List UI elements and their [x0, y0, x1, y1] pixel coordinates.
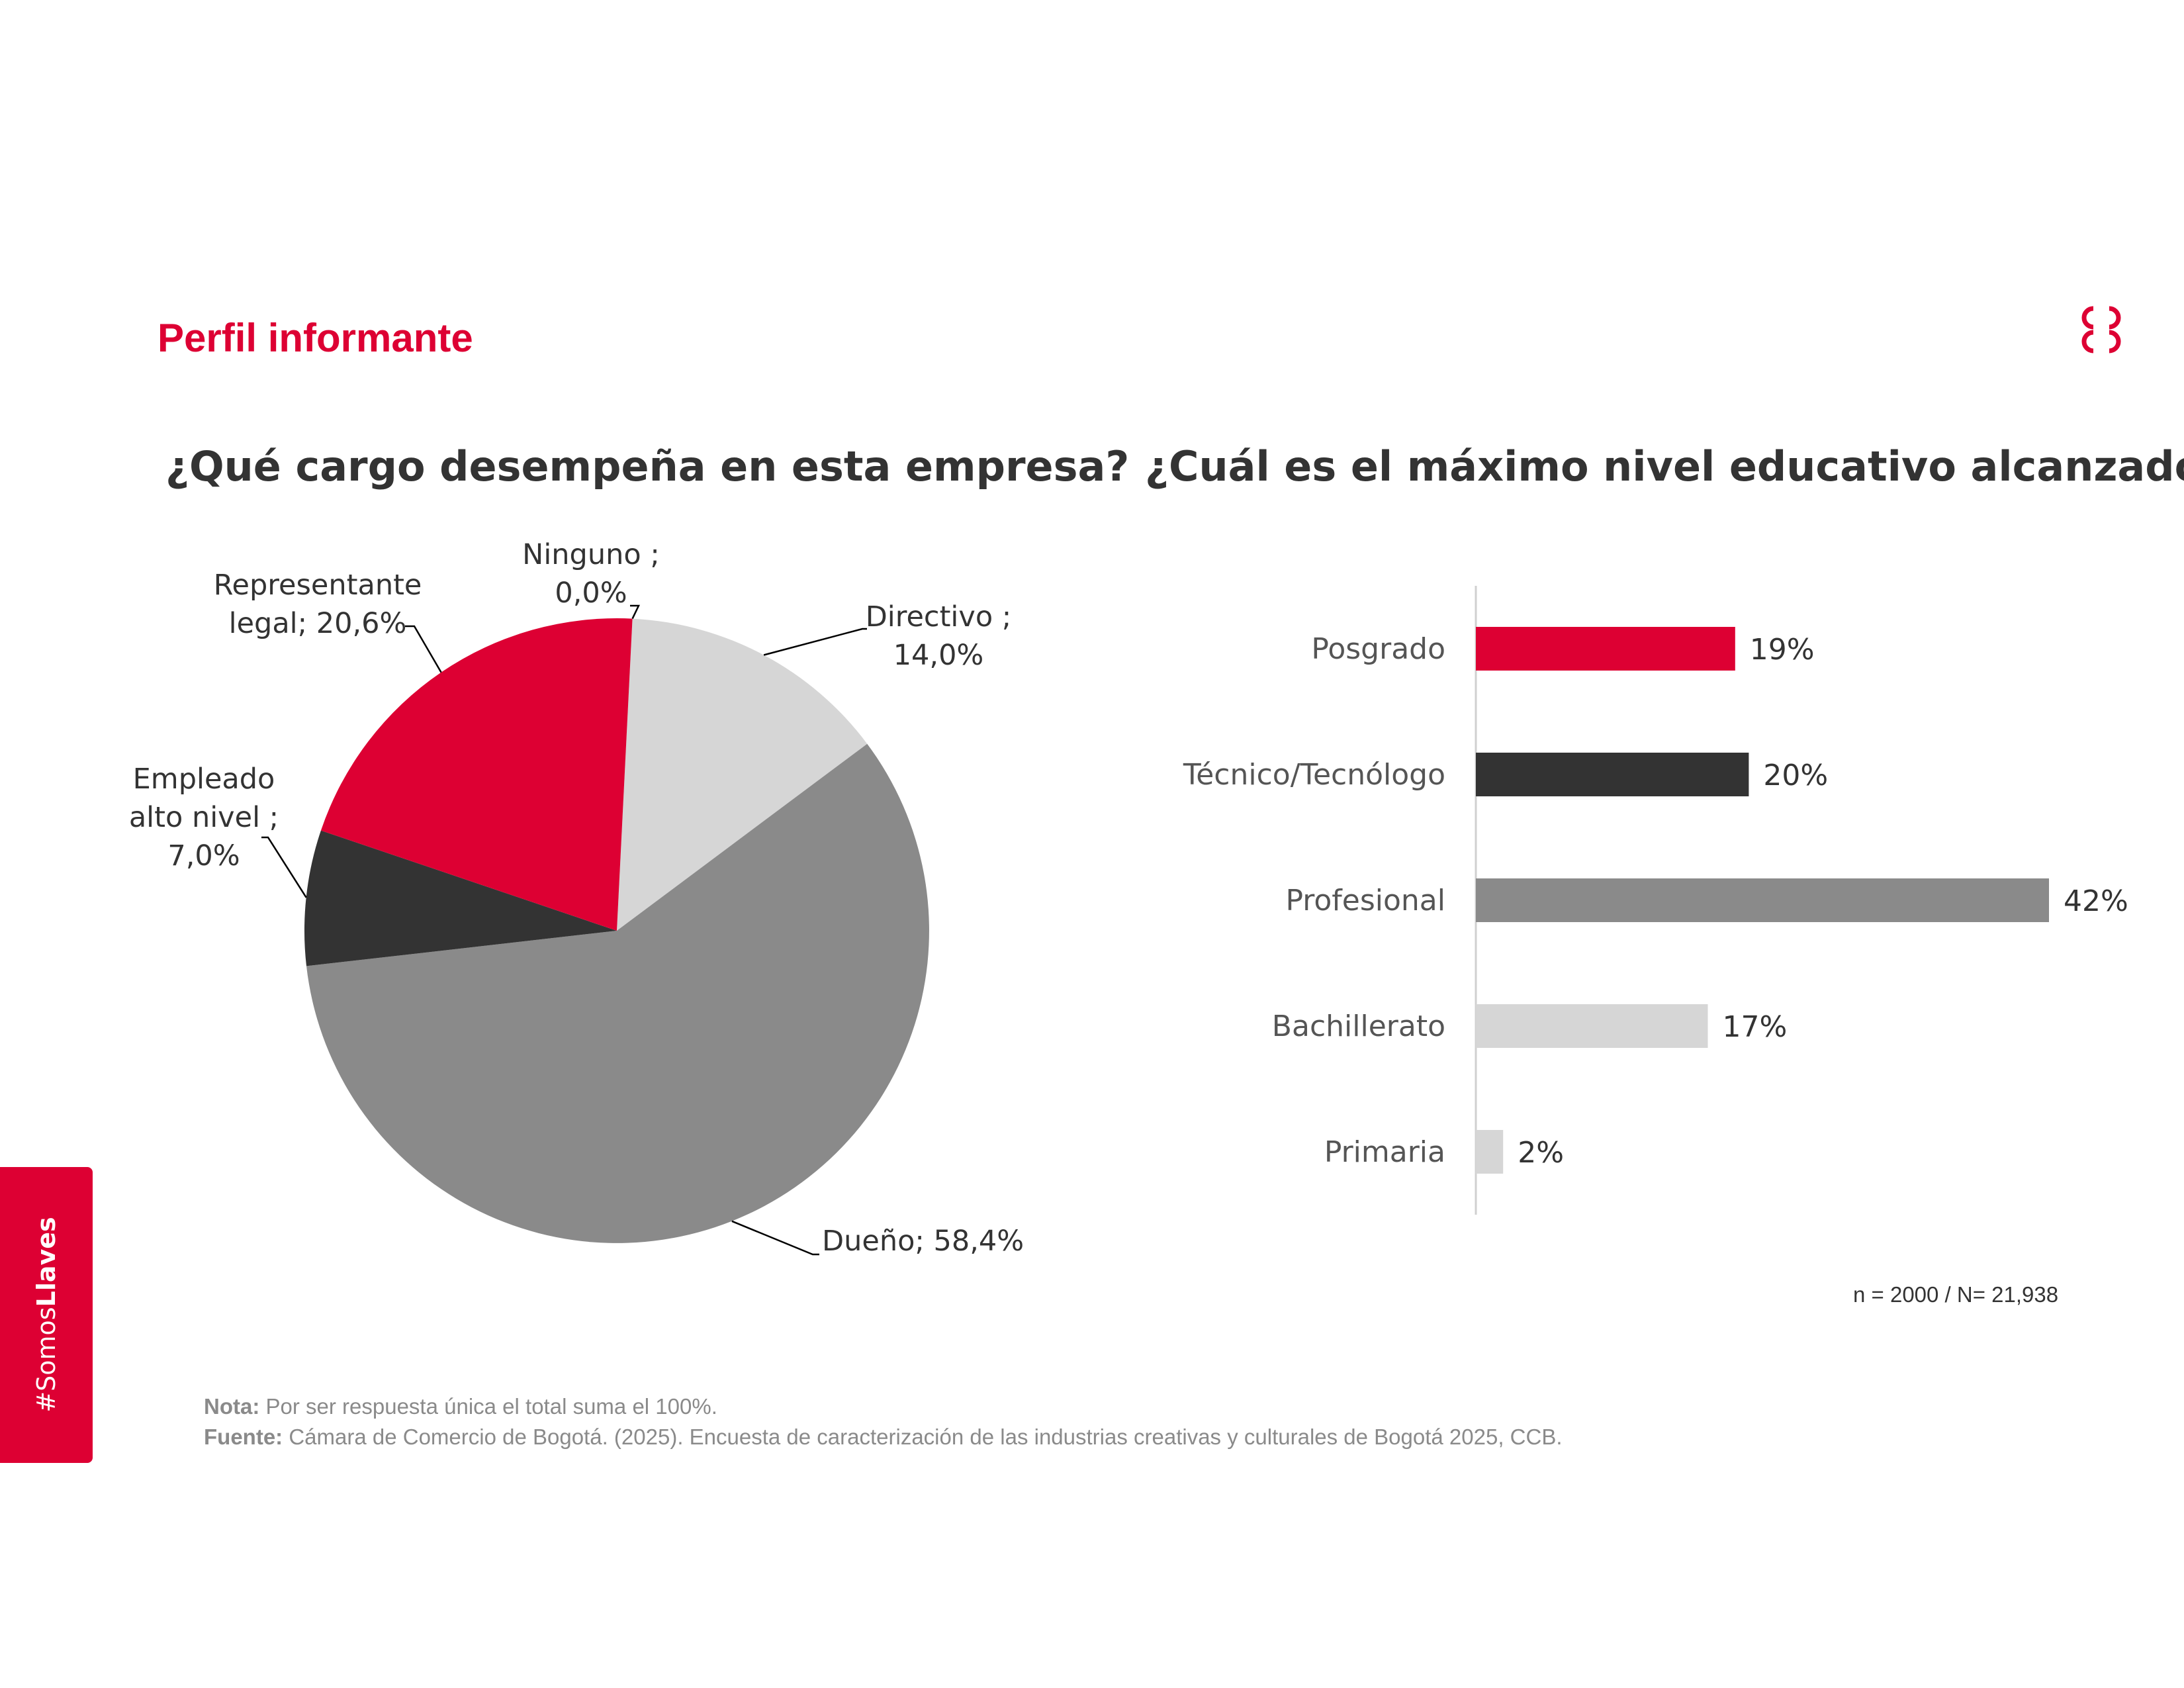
pie-data-label: Dueño; 58,4% [822, 1225, 1024, 1258]
pie-data-label: 7,0% [167, 839, 240, 872]
note-label: Nota: [204, 1394, 260, 1419]
bar-chart-title: ¿Cuál es el máximo nivel educativo alcan… [1145, 442, 2184, 491]
pie-slice-dueño [306, 743, 929, 1243]
pie-slice-representante-legal [320, 618, 633, 931]
bar-category-label: Bachillerato [1272, 1009, 1445, 1043]
pie-slice-empleado-alto-nivel [304, 830, 617, 966]
pie-data-label: 14,0% [893, 639, 984, 672]
pie-data-label: Representante [214, 569, 422, 602]
sample-size-note: n = 2000 / N= 21,938 [1853, 1282, 2059, 1307]
pie-data-label: alto nivel ; [129, 801, 279, 834]
side-tab-text: #SomosLlaves [32, 1217, 61, 1412]
bar-chart: Posgrado 19% Técnico/Tecnólogo 20% Profesion… [1183, 586, 2128, 1215]
pie-leader-line [405, 625, 442, 673]
bar-t-cnico-tecn-logo [1476, 753, 1749, 796]
pie-data-label: Directivo ; [866, 600, 1012, 633]
bar-category-label: Primaria [1324, 1135, 1445, 1169]
pie-chart-title: ¿Qué cargo desempeña en esta empresa? [165, 442, 1130, 491]
ccb-logo-icon [2081, 306, 2121, 353]
side-tab-bold: Llaves [32, 1217, 61, 1307]
pie-leader-line [261, 836, 307, 898]
bar-primaria [1476, 1130, 1504, 1174]
note-text: Por ser respuesta única el total suma el… [259, 1394, 717, 1419]
bar-category-label: Técnico/Tecnólogo [1183, 758, 1445, 792]
bar-value-label: 2% [1518, 1136, 1564, 1170]
bar-category-label: Posgrado [1311, 632, 1445, 666]
pie-leader-line [763, 628, 867, 656]
pie-leader-line [630, 604, 640, 620]
bar-value-label: 42% [2064, 884, 2128, 918]
pie-data-label: legal; 20,6% [229, 607, 407, 640]
side-tab-prefix: #Somos [32, 1307, 61, 1413]
pie-chart: Ninguno ; 0,0% Directivo ; 14,0% Dueño; 58,4… [129, 538, 1024, 1258]
bar-profesional [1476, 878, 2049, 922]
page-title: Perfil informante [158, 316, 473, 360]
pie-data-label: Empleado [133, 763, 275, 796]
bar-posgrado [1476, 627, 1735, 671]
note-line: Nota: Por ser respuesta única el total s… [204, 1391, 1563, 1422]
somos-llaves-tab: #SomosLlaves [0, 1167, 93, 1463]
pie-data-label: 0,0% [555, 577, 627, 610]
bar-value-label: 20% [1763, 759, 1828, 792]
bar-bachillerato [1476, 1004, 1708, 1048]
pie-leader-line [731, 1220, 819, 1256]
pie-data-label: Ninguno ; [522, 538, 660, 571]
source-label: Fuente: [204, 1425, 283, 1449]
bar-category-label: Profesional [1285, 884, 1445, 917]
pie-slice-directivo [617, 618, 868, 931]
source-line: Fuente: Cámara de Comercio de Bogotá. (2… [204, 1422, 1563, 1452]
source-text: Cámara de Comercio de Bogotá. (2025). En… [283, 1425, 1563, 1449]
bar-value-label: 19% [1750, 633, 1815, 667]
footnotes: Nota: Por ser respuesta única el total s… [204, 1391, 1563, 1452]
bar-value-label: 17% [1723, 1010, 1788, 1044]
